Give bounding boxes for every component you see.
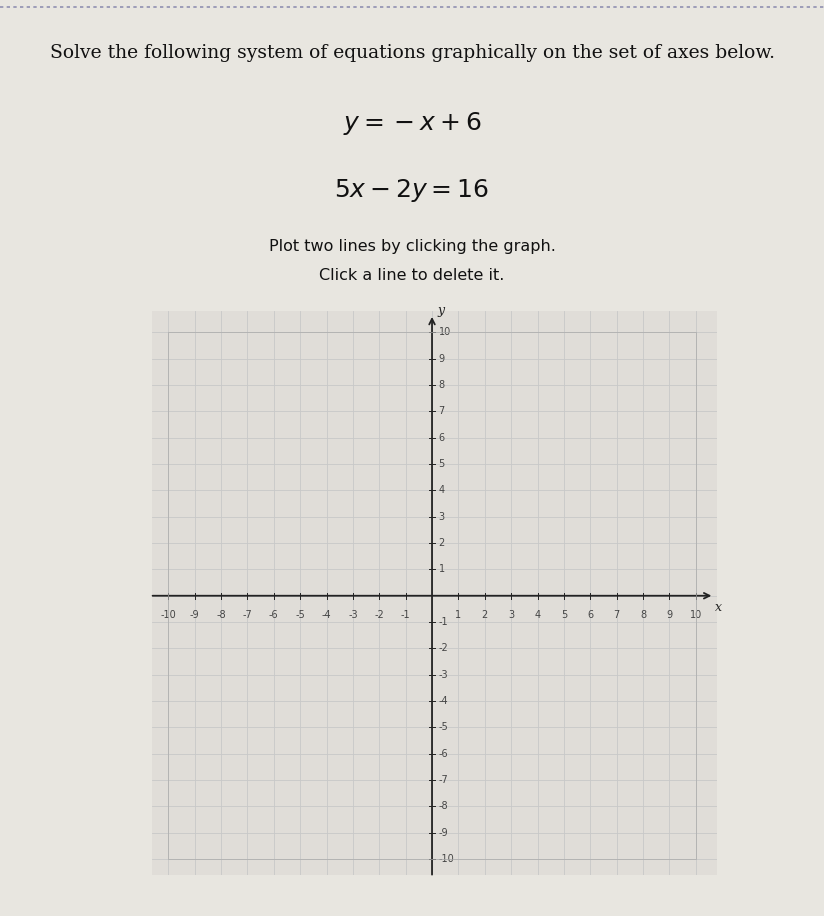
Text: -1: -1 [438, 617, 448, 627]
Text: -1: -1 [400, 610, 410, 620]
Text: 4: 4 [535, 610, 541, 620]
Text: -2: -2 [438, 643, 448, 653]
Text: 7: 7 [614, 610, 620, 620]
Text: 4: 4 [438, 485, 445, 496]
Text: -3: -3 [438, 670, 448, 680]
Text: $5x - 2y = 16$: $5x - 2y = 16$ [335, 177, 489, 204]
Text: -7: -7 [242, 610, 252, 620]
Text: 7: 7 [438, 407, 445, 417]
Text: -6: -6 [438, 748, 448, 758]
Text: -10: -10 [438, 854, 454, 864]
Text: 6: 6 [438, 432, 445, 442]
Text: 2: 2 [482, 610, 488, 620]
Text: 5: 5 [561, 610, 567, 620]
Text: 9: 9 [438, 354, 445, 364]
Text: -2: -2 [374, 610, 384, 620]
Text: -4: -4 [438, 696, 448, 706]
Text: -8: -8 [216, 610, 226, 620]
Text: -10: -10 [161, 610, 176, 620]
Text: $y = -x + 6$: $y = -x + 6$ [343, 110, 481, 136]
Text: 9: 9 [667, 610, 672, 620]
Text: 10: 10 [690, 610, 702, 620]
Text: Solve the following system of equations graphically on the set of axes below.: Solve the following system of equations … [49, 44, 775, 61]
Text: -9: -9 [438, 828, 448, 837]
Text: 6: 6 [588, 610, 593, 620]
Text: -7: -7 [438, 775, 448, 785]
Text: -9: -9 [190, 610, 199, 620]
Text: -4: -4 [321, 610, 331, 620]
Text: -3: -3 [348, 610, 358, 620]
Text: -5: -5 [295, 610, 305, 620]
Text: -6: -6 [269, 610, 279, 620]
Text: 3: 3 [438, 512, 445, 522]
Text: y: y [438, 303, 445, 317]
Text: Plot two lines by clicking the graph.: Plot two lines by clicking the graph. [269, 239, 555, 254]
Text: 2: 2 [438, 538, 445, 548]
Text: 10: 10 [438, 328, 451, 337]
Text: 8: 8 [438, 380, 445, 390]
Text: -8: -8 [438, 802, 448, 812]
Text: 3: 3 [508, 610, 514, 620]
Text: 1: 1 [438, 564, 445, 574]
Text: 5: 5 [438, 459, 445, 469]
Text: Click a line to delete it.: Click a line to delete it. [320, 268, 504, 283]
Text: 8: 8 [640, 610, 646, 620]
Text: -5: -5 [438, 723, 448, 733]
Text: 1: 1 [456, 610, 461, 620]
Text: x: x [714, 601, 722, 614]
